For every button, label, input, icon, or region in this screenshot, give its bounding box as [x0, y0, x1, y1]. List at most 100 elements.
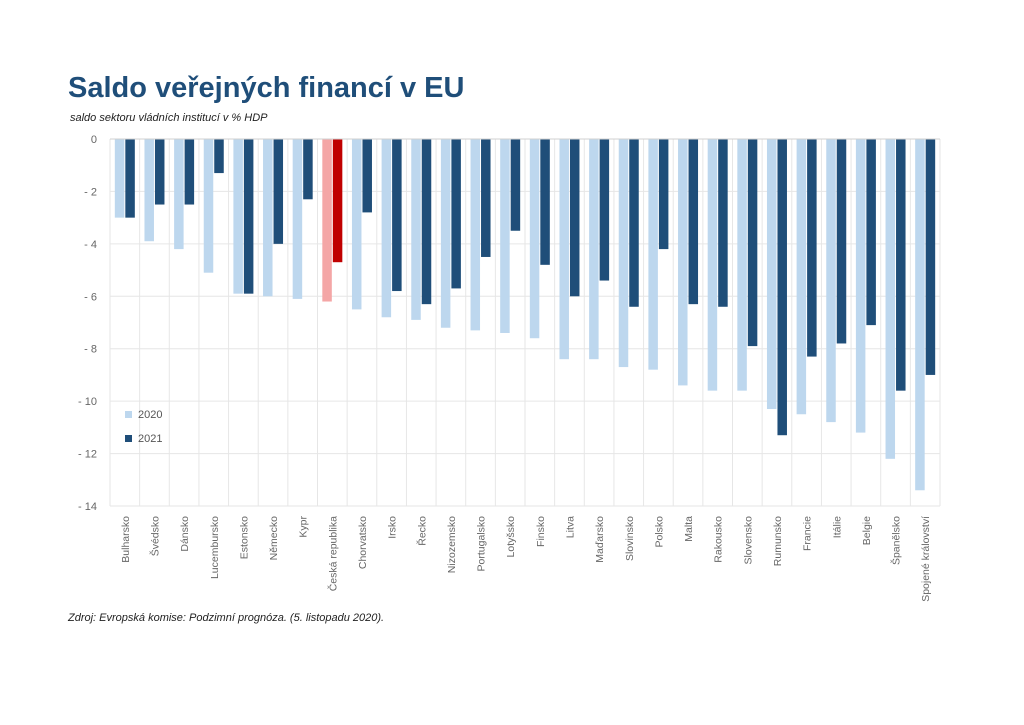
x-tick-label: Itálie	[831, 516, 843, 538]
y-tick-label: - 4	[84, 239, 97, 251]
bar-2020	[292, 139, 303, 299]
bar-2020	[174, 139, 184, 250]
bar-2021	[510, 139, 521, 231]
bar-2021	[184, 139, 195, 205]
x-tick-label: Lucembursko	[209, 516, 221, 579]
bar-2021	[569, 139, 580, 297]
bar-2020	[915, 139, 925, 491]
bar-2020	[470, 139, 481, 331]
bar-2020	[440, 139, 451, 328]
bar-2021	[332, 139, 343, 263]
bar-2021	[629, 139, 639, 307]
y-tick-label: - 8	[84, 344, 97, 356]
x-tick-label: Chorvatsko	[357, 516, 369, 569]
x-tick-label: Belgie	[861, 516, 873, 545]
x-tick-label: Spojené království	[920, 516, 932, 602]
y-tick-label: - 10	[78, 396, 97, 408]
y-tick-label: - 14	[78, 501, 97, 513]
x-tick-label: Malta	[683, 516, 695, 542]
bar-2021	[362, 139, 372, 213]
bar-2021	[807, 139, 817, 357]
x-tick-label: Švédsko	[148, 516, 161, 556]
y-tick-label: - 12	[78, 449, 97, 461]
x-tick-label: Rumunsko	[772, 516, 784, 566]
x-tick-label: Litva	[564, 516, 576, 538]
bar-2020	[796, 139, 807, 415]
bar-2021	[125, 139, 135, 218]
bar-2021	[599, 139, 610, 281]
bar-2021	[214, 139, 224, 174]
x-tick-label: Finsko	[535, 516, 547, 547]
bar-2020	[589, 139, 599, 360]
bar-2020	[500, 139, 510, 333]
bar-2021	[658, 139, 669, 250]
bar-2021	[481, 139, 491, 257]
x-tick-label: Česká republika	[326, 516, 339, 591]
x-tick-label: Dánsko	[179, 516, 191, 552]
x-tick-label: Slovinsko	[624, 516, 636, 561]
x-tick-label: Estonsko	[238, 516, 250, 559]
y-tick-label: - 2	[84, 186, 97, 198]
bar-2021	[777, 139, 787, 436]
x-tick-label: Nizozemsko	[446, 516, 458, 573]
bar-2021	[273, 139, 284, 244]
y-tick-label: - 6	[84, 291, 97, 303]
bar-2020	[322, 139, 332, 302]
x-tick-label: Maďarsko	[594, 516, 606, 563]
bar-2021	[303, 139, 313, 200]
bar-2020	[411, 139, 421, 320]
legend-swatch	[125, 411, 132, 418]
bar-2020	[529, 139, 540, 339]
bar-2020	[648, 139, 658, 370]
x-tick-label: Irsko	[387, 516, 399, 539]
source-note: Zdroj: Evropská komise: Podzimní prognóz…	[68, 612, 385, 624]
bar-2021	[421, 139, 432, 305]
legend-label: 2021	[138, 433, 162, 445]
legend-label: 2020	[138, 409, 162, 421]
x-tick-label: Portugalsko	[476, 516, 488, 572]
x-tick-label: Bulharsko	[120, 516, 132, 563]
bar-2021	[688, 139, 699, 305]
bar-2020	[855, 139, 866, 433]
x-tick-label: Slovensko	[742, 516, 754, 565]
x-tick-label: Polsko	[653, 516, 665, 548]
bar-2020	[766, 139, 777, 410]
bars	[114, 139, 936, 491]
x-tick-label: Francie	[802, 516, 814, 551]
bar-2021	[925, 139, 936, 375]
x-tick-label: Rakousko	[713, 516, 725, 563]
bar-2020	[381, 139, 392, 318]
x-tick-label: Lotyšsko	[505, 516, 517, 558]
bar-2020	[263, 139, 273, 297]
bar-2021	[154, 139, 165, 205]
bar-2020	[826, 139, 836, 423]
bar-2021	[866, 139, 876, 326]
bar-2020	[233, 139, 243, 294]
bar-2021	[243, 139, 254, 294]
bar-2021	[451, 139, 461, 289]
legend: 2020 2021	[125, 409, 162, 445]
x-tick-label: Kypr	[298, 516, 310, 538]
bar-2021	[718, 139, 728, 307]
bar-2020	[737, 139, 747, 391]
bar-2020	[707, 139, 718, 391]
legend-swatch	[125, 435, 132, 442]
bar-2021	[836, 139, 847, 344]
bar-2020	[678, 139, 688, 386]
bar-2020	[114, 139, 125, 218]
x-tick-label: Španělsko	[890, 516, 903, 565]
bar-2020	[351, 139, 362, 310]
bar-2020	[885, 139, 896, 459]
chart-subtitle: saldo sektoru vládních institucí v % HDP	[70, 112, 268, 124]
x-tick-label: Řecko	[415, 516, 428, 546]
bar-2020	[144, 139, 154, 242]
axes: 0 - 2 - 4 - 6 - 8 - 10 - 12 - 14 Bulharsko Švédsk…	[78, 134, 940, 602]
bar-2021	[747, 139, 758, 347]
bar-2021	[540, 139, 550, 265]
bar-2020	[203, 139, 214, 273]
bar-2020	[618, 139, 629, 368]
bar-2020	[559, 139, 569, 360]
y-tick-label: 0	[91, 134, 97, 146]
x-tick-label: Německo	[268, 516, 280, 561]
